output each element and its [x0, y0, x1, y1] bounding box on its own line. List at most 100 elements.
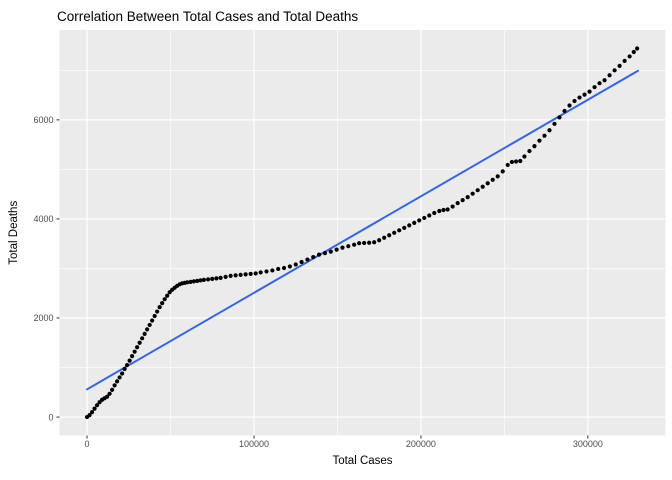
- data-point: [480, 184, 485, 189]
- data-point: [412, 220, 417, 225]
- data-point: [214, 276, 219, 281]
- data-point: [205, 277, 211, 282]
- data-point: [509, 159, 515, 165]
- y-tick-label: 4000: [33, 214, 53, 224]
- y-tick-label: 6000: [33, 115, 53, 125]
- data-point: [142, 331, 147, 336]
- data-point: [475, 188, 480, 193]
- data-point: [109, 387, 115, 392]
- data-point: [276, 266, 281, 272]
- data-point: [617, 63, 622, 68]
- data-point: [238, 272, 243, 278]
- data-point: [328, 249, 333, 254]
- data-point: [485, 181, 490, 186]
- data-point: [293, 262, 298, 267]
- data-point: [513, 159, 519, 164]
- data-point: [607, 73, 612, 78]
- data-point: [340, 245, 345, 250]
- data-point: [155, 309, 160, 314]
- data-point: [322, 251, 328, 256]
- data-point: [130, 354, 135, 359]
- x-tick-label: 100000: [239, 439, 269, 449]
- data-point: [145, 327, 150, 332]
- data-point: [147, 322, 152, 328]
- data-point: [427, 213, 432, 218]
- data-point: [287, 264, 292, 269]
- data-point: [125, 362, 130, 368]
- data-point: [592, 85, 597, 90]
- chart-title: Correlation Between Total Cases and Tota…: [57, 9, 358, 24]
- data-point: [94, 403, 100, 408]
- data-point: [470, 191, 475, 196]
- data-point: [92, 406, 97, 411]
- data-point: [362, 240, 367, 246]
- y-tick-label: 2000: [33, 313, 53, 323]
- data-point: [392, 230, 397, 235]
- data-point: [198, 278, 203, 283]
- data-point: [114, 379, 120, 384]
- data-point: [567, 103, 572, 108]
- data-point: [165, 293, 170, 298]
- data-point: [597, 81, 602, 86]
- data-point: [120, 371, 125, 376]
- data-point: [104, 394, 110, 399]
- data-point: [311, 254, 316, 260]
- data-point: [367, 240, 372, 245]
- data-point: [522, 154, 527, 159]
- data-point: [157, 305, 162, 310]
- data-point: [352, 242, 357, 247]
- data-point: [377, 238, 382, 243]
- x-tick-label: 200000: [406, 439, 436, 449]
- data-point: [577, 95, 582, 100]
- data-point: [112, 383, 117, 388]
- data-point: [357, 241, 362, 246]
- data-point: [542, 133, 547, 138]
- data-point: [422, 215, 427, 221]
- data-point: [622, 58, 627, 64]
- data-point: [160, 301, 165, 306]
- data-point: [505, 162, 510, 168]
- data-point: [387, 233, 392, 238]
- data-point: [89, 410, 95, 415]
- data-point: [437, 208, 442, 214]
- data-point: [223, 274, 228, 279]
- data-point: [450, 204, 455, 209]
- data-point: [465, 195, 470, 200]
- data-point: [495, 174, 500, 179]
- data-points-layer: [84, 46, 640, 420]
- data-point: [210, 276, 215, 281]
- data-point: [382, 235, 387, 240]
- data-point: [445, 207, 450, 212]
- data-point: [441, 207, 446, 213]
- data-point: [572, 98, 577, 104]
- data-point: [372, 240, 377, 245]
- data-point: [87, 412, 92, 418]
- data-point: [582, 92, 587, 97]
- data-point: [417, 218, 422, 223]
- data-point: [248, 271, 253, 277]
- data-point: [490, 177, 495, 182]
- data-point: [532, 144, 537, 149]
- data-point: [518, 158, 523, 164]
- y-tick-label: 0: [48, 412, 53, 422]
- data-point: [299, 259, 304, 265]
- data-point: [162, 297, 167, 302]
- data-point: [460, 198, 465, 203]
- data-point: [432, 210, 437, 216]
- data-point: [122, 366, 127, 372]
- data-point: [407, 223, 412, 228]
- data-point: [152, 313, 157, 319]
- data-point: [218, 275, 223, 280]
- data-point: [612, 68, 617, 73]
- data-point: [188, 279, 193, 284]
- data-point: [185, 280, 190, 285]
- plot-panel-layer: [59, 30, 666, 436]
- data-point: [346, 244, 351, 249]
- data-point: [527, 148, 532, 154]
- data-point: [557, 115, 562, 120]
- trend-line: [86, 69, 639, 391]
- data-point: [264, 269, 269, 274]
- data-point: [135, 345, 140, 350]
- data-point: [195, 278, 200, 283]
